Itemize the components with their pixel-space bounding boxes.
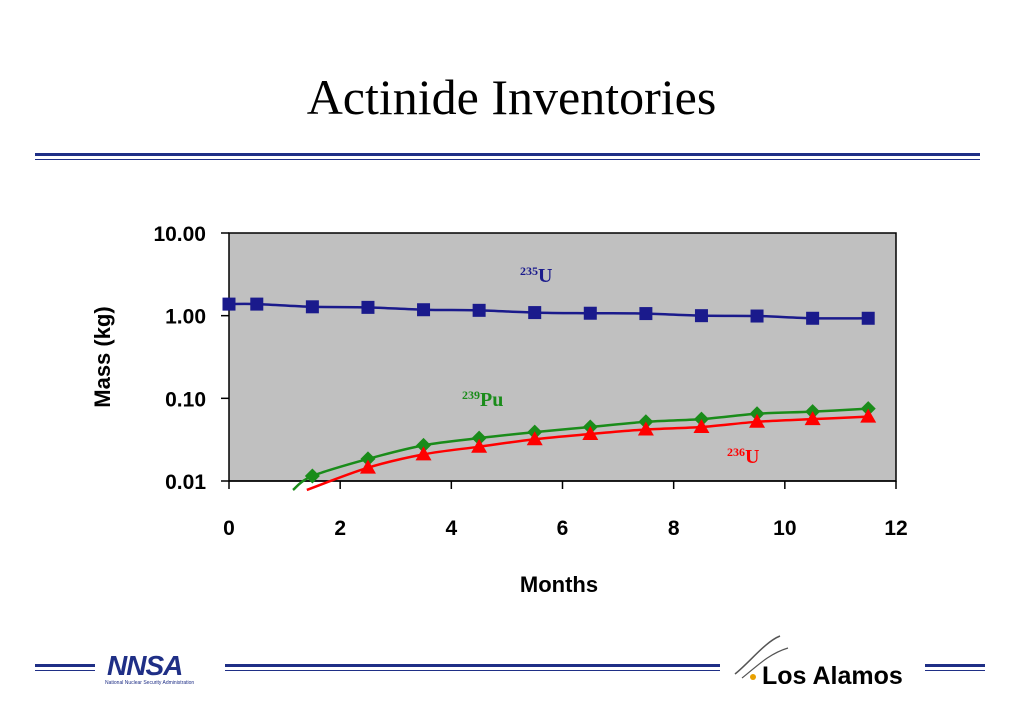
data-point-square — [861, 311, 875, 325]
u235-mass: 235 — [520, 264, 538, 278]
axes — [221, 232, 897, 489]
y-tick-label: 0.10 — [165, 388, 206, 411]
slide-title: Actinide Inventories — [306, 69, 717, 125]
x-tick-label: 8 — [668, 517, 680, 540]
series-label-u235: 235U — [520, 264, 552, 287]
los-alamos-text: Los Alamos — [762, 662, 903, 690]
pu239-element: Pu — [480, 389, 503, 411]
nnsa-logo: NNSA National Nuclear Security Administr… — [105, 650, 217, 690]
u236-mass: 236 — [727, 445, 745, 459]
data-point-square — [472, 303, 486, 317]
data-point-triangle — [804, 411, 821, 426]
data-point-triangle — [860, 408, 877, 423]
data-point-triangle — [526, 431, 543, 446]
y-tick-label: 1.00 — [165, 306, 206, 329]
data-point-square — [806, 311, 820, 325]
x-tick-label: 10 — [773, 517, 796, 540]
data-point-triangle — [471, 438, 488, 453]
data-point-triangle — [693, 419, 710, 434]
x-tick-label: 0 — [223, 517, 235, 540]
x-tick-label: 12 — [884, 517, 907, 540]
data-point-square — [583, 306, 597, 320]
los-alamos-swoosh-icon — [734, 635, 789, 680]
data-point-square — [694, 309, 708, 323]
data-point-diamond — [304, 468, 320, 484]
x-tick-label: 2 — [334, 517, 346, 540]
bottom-rule-right — [925, 664, 985, 667]
bottom-rule-middle — [225, 664, 720, 667]
data-markers — [222, 297, 877, 484]
data-point-diamond — [860, 401, 876, 417]
data-point-diamond — [471, 430, 487, 446]
x-tick-label: 4 — [445, 517, 457, 540]
bottom-rule-left-thin — [35, 670, 95, 671]
series-label-u236: 236U — [727, 445, 759, 468]
series-label-pu239: 239Pu — [462, 388, 503, 411]
nnsa-logo-subtitle: National Nuclear Security Administration — [105, 680, 195, 686]
data-point-square — [305, 300, 319, 314]
data-point-diamond — [416, 437, 432, 453]
bottom-rule-left — [35, 664, 95, 667]
bottom-rule-right-thin — [925, 670, 985, 671]
x-tick-label: 6 — [557, 517, 569, 540]
y-tick-label: 0.01 — [165, 471, 206, 494]
top-rule-thin — [35, 159, 980, 160]
pu239-mass: 239 — [462, 388, 480, 402]
x-axis-label: Months — [520, 572, 598, 597]
nnsa-logo-mark: NNSA — [107, 650, 183, 681]
data-point-square — [222, 297, 236, 311]
data-point-square — [528, 306, 542, 320]
data-point-diamond — [749, 406, 765, 422]
data-point-triangle — [415, 446, 432, 461]
data-point-square — [361, 300, 375, 314]
tick-labels: 0 2 4 6 8 10 12 10.00 1.00 0.10 0.01 — [153, 223, 907, 540]
u235-element: U — [538, 265, 552, 287]
y-axis-label: Mass (kg) — [90, 306, 115, 407]
data-point-square — [639, 307, 653, 321]
data-point-square — [250, 297, 264, 311]
data-point-diamond — [360, 451, 376, 467]
actinide-chart: 0 2 4 6 8 10 12 10.00 1.00 0.10 0.01 Mass (kg) Mon… — [90, 223, 908, 597]
data-point-square — [750, 309, 764, 323]
top-rule — [35, 153, 980, 156]
data-point-square — [417, 303, 431, 317]
los-alamos-logo: Los Alamos — [730, 632, 920, 692]
data-point-triangle — [749, 413, 766, 428]
u236-element: U — [745, 446, 759, 468]
y-tick-label: 10.00 — [153, 223, 206, 246]
data-point-triangle — [637, 421, 654, 436]
data-point-triangle — [582, 426, 599, 441]
bottom-rule-middle-thin — [225, 670, 720, 671]
data-point-triangle — [359, 459, 376, 474]
plot-area — [228, 232, 897, 482]
